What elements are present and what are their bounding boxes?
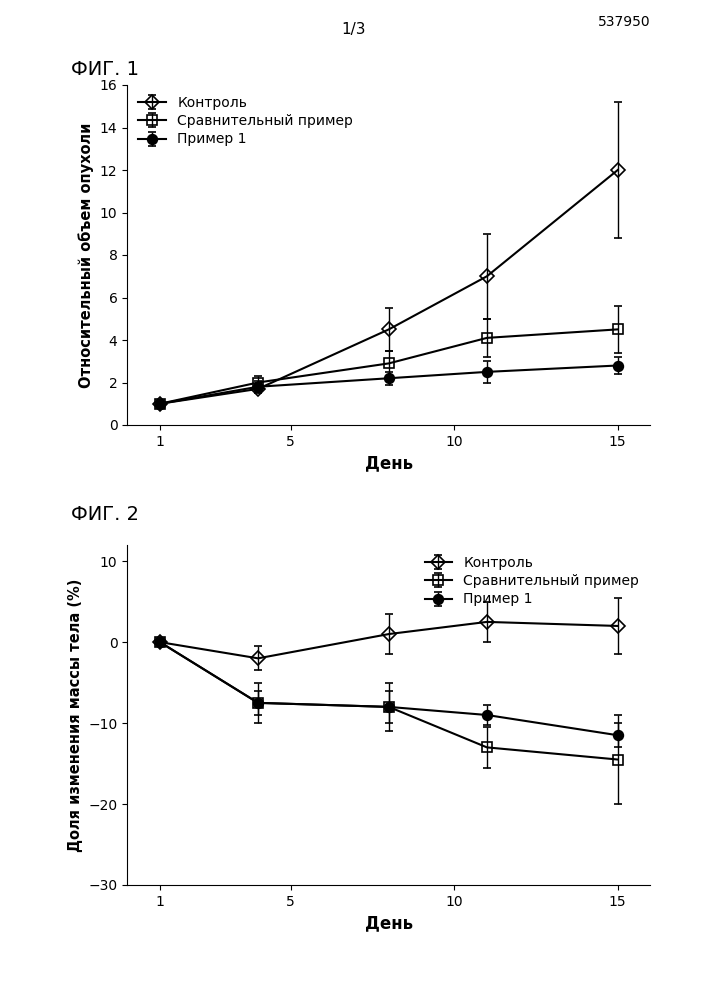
- Text: ФИГ. 1: ФИГ. 1: [71, 60, 139, 79]
- Legend: Контроль, Сравнительный пример, Пример 1: Контроль, Сравнительный пример, Пример 1: [421, 552, 643, 611]
- Y-axis label: Доля изменения массы тела (%): Доля изменения массы тела (%): [68, 578, 83, 852]
- Legend: Контроль, Сравнительный пример, Пример 1: Контроль, Сравнительный пример, Пример 1: [134, 92, 357, 151]
- Text: ФИГ. 2: ФИГ. 2: [71, 505, 139, 524]
- X-axis label: День: День: [365, 914, 413, 932]
- Text: 1/3: 1/3: [341, 22, 366, 37]
- Text: 537950: 537950: [598, 15, 650, 29]
- X-axis label: День: День: [365, 454, 413, 472]
- Y-axis label: Относительный объем опухоли: Относительный объем опухоли: [78, 122, 94, 388]
